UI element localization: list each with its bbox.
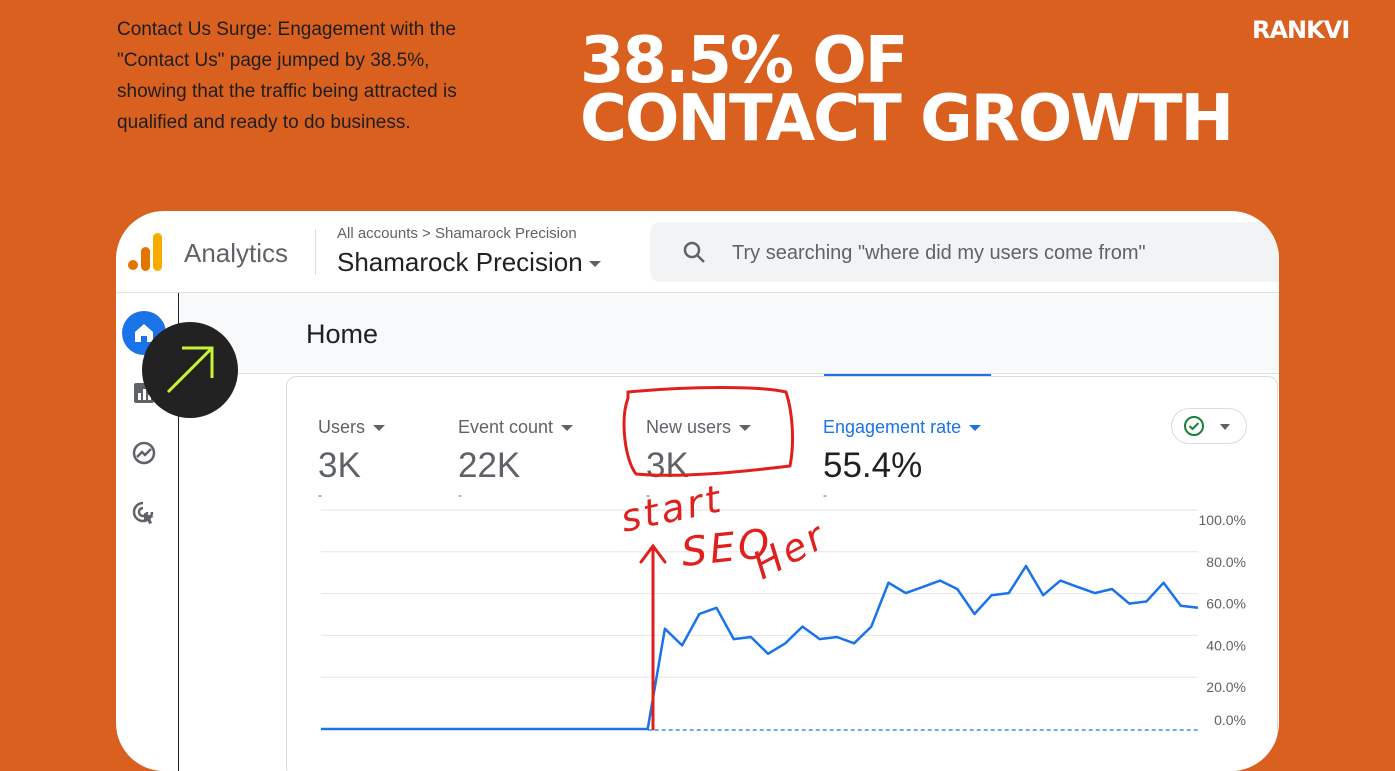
y-tick-label: 80.0% bbox=[1206, 554, 1246, 570]
chevron-down-icon bbox=[588, 261, 601, 268]
app-name: Analytics bbox=[184, 238, 289, 268]
account-name: Shamarock Precision bbox=[337, 247, 583, 277]
home-header bbox=[179, 293, 1279, 374]
home-icon bbox=[135, 324, 153, 342]
dropdown-arrow-icon bbox=[373, 425, 386, 432]
search-input[interactable] bbox=[730, 234, 1274, 272]
intro-text: Contact Us Surge: Engagement with the "C… bbox=[117, 19, 457, 133]
analytics-logo-icon bbox=[128, 233, 162, 271]
page-title: Home bbox=[306, 319, 379, 349]
metric-new-users[interactable]: New users 3K - bbox=[646, 417, 752, 502]
metric-value: 22K bbox=[458, 446, 521, 485]
chevron-down-icon bbox=[1220, 424, 1230, 430]
metric-engagement-rate[interactable]: Engagement rate 55.4% - bbox=[823, 417, 982, 502]
breadcrumb[interactable]: All accounts > Shamarock Precision bbox=[337, 225, 577, 242]
metric-change: - bbox=[318, 488, 322, 502]
metric-value: 55.4% bbox=[823, 446, 923, 485]
search-icon bbox=[683, 241, 705, 263]
dropdown-arrow-icon bbox=[739, 425, 752, 432]
metric-label: Engagement rate bbox=[823, 417, 962, 437]
nav-divider bbox=[178, 293, 179, 771]
y-tick-label: 20.0% bbox=[1206, 679, 1246, 695]
handwritten-annotation: SEO bbox=[679, 521, 774, 576]
metrics-card: Users 3K - Event count 22K - New users 3… bbox=[286, 376, 1278, 771]
annotation-arrow bbox=[639, 543, 667, 731]
metric-value: 3K bbox=[318, 446, 361, 485]
metric-change: - bbox=[823, 488, 827, 502]
metric-event-count[interactable]: Event count 22K - bbox=[458, 417, 574, 502]
y-tick-label: 40.0% bbox=[1206, 637, 1246, 653]
brand-logo: RANKVI bbox=[1252, 16, 1350, 44]
explore-icon bbox=[132, 441, 156, 465]
metric-value: 3K bbox=[646, 446, 689, 485]
metric-change: - bbox=[458, 488, 462, 502]
nav-explore[interactable] bbox=[122, 431, 166, 475]
search-bar[interactable] bbox=[650, 222, 1279, 282]
y-tick-label: 0.0% bbox=[1214, 712, 1246, 728]
dropdown-arrow-icon bbox=[969, 425, 982, 432]
metric-label: New users bbox=[646, 417, 732, 437]
engagement-line-chart: 100.0%80.0%60.0%40.0%20.0%0.0%startSEOHe… bbox=[321, 386, 1246, 731]
metric-label: Users bbox=[318, 417, 366, 437]
header-divider bbox=[315, 229, 316, 275]
dropdown-arrow-icon bbox=[561, 425, 574, 432]
headline-line-1: 38.5% OF bbox=[580, 24, 908, 98]
headline: 38.5% OF CONTACT GROWTH bbox=[580, 24, 1234, 156]
advertising-icon bbox=[132, 501, 154, 524]
metric-label: Event count bbox=[458, 417, 554, 437]
growth-badge bbox=[142, 322, 238, 418]
y-tick-label: 100.0% bbox=[1199, 512, 1246, 528]
check-circle-icon bbox=[1184, 416, 1204, 436]
analytics-topbar: Analytics All accounts > Shamarock Preci… bbox=[116, 211, 1279, 293]
y-tick-label: 60.0% bbox=[1206, 596, 1246, 612]
series-line bbox=[321, 564, 1199, 731]
status-dropdown[interactable] bbox=[1171, 408, 1247, 444]
arrow-up-right-icon bbox=[166, 346, 214, 394]
annotation-box bbox=[622, 386, 795, 477]
account-selector[interactable]: Shamarock Precision bbox=[337, 247, 601, 278]
metric-users[interactable]: Users 3K - bbox=[318, 417, 386, 502]
metric-change: - bbox=[646, 488, 650, 502]
headline-line-2: CONTACT GROWTH bbox=[580, 82, 1234, 156]
nav-advertising[interactable] bbox=[122, 491, 166, 535]
